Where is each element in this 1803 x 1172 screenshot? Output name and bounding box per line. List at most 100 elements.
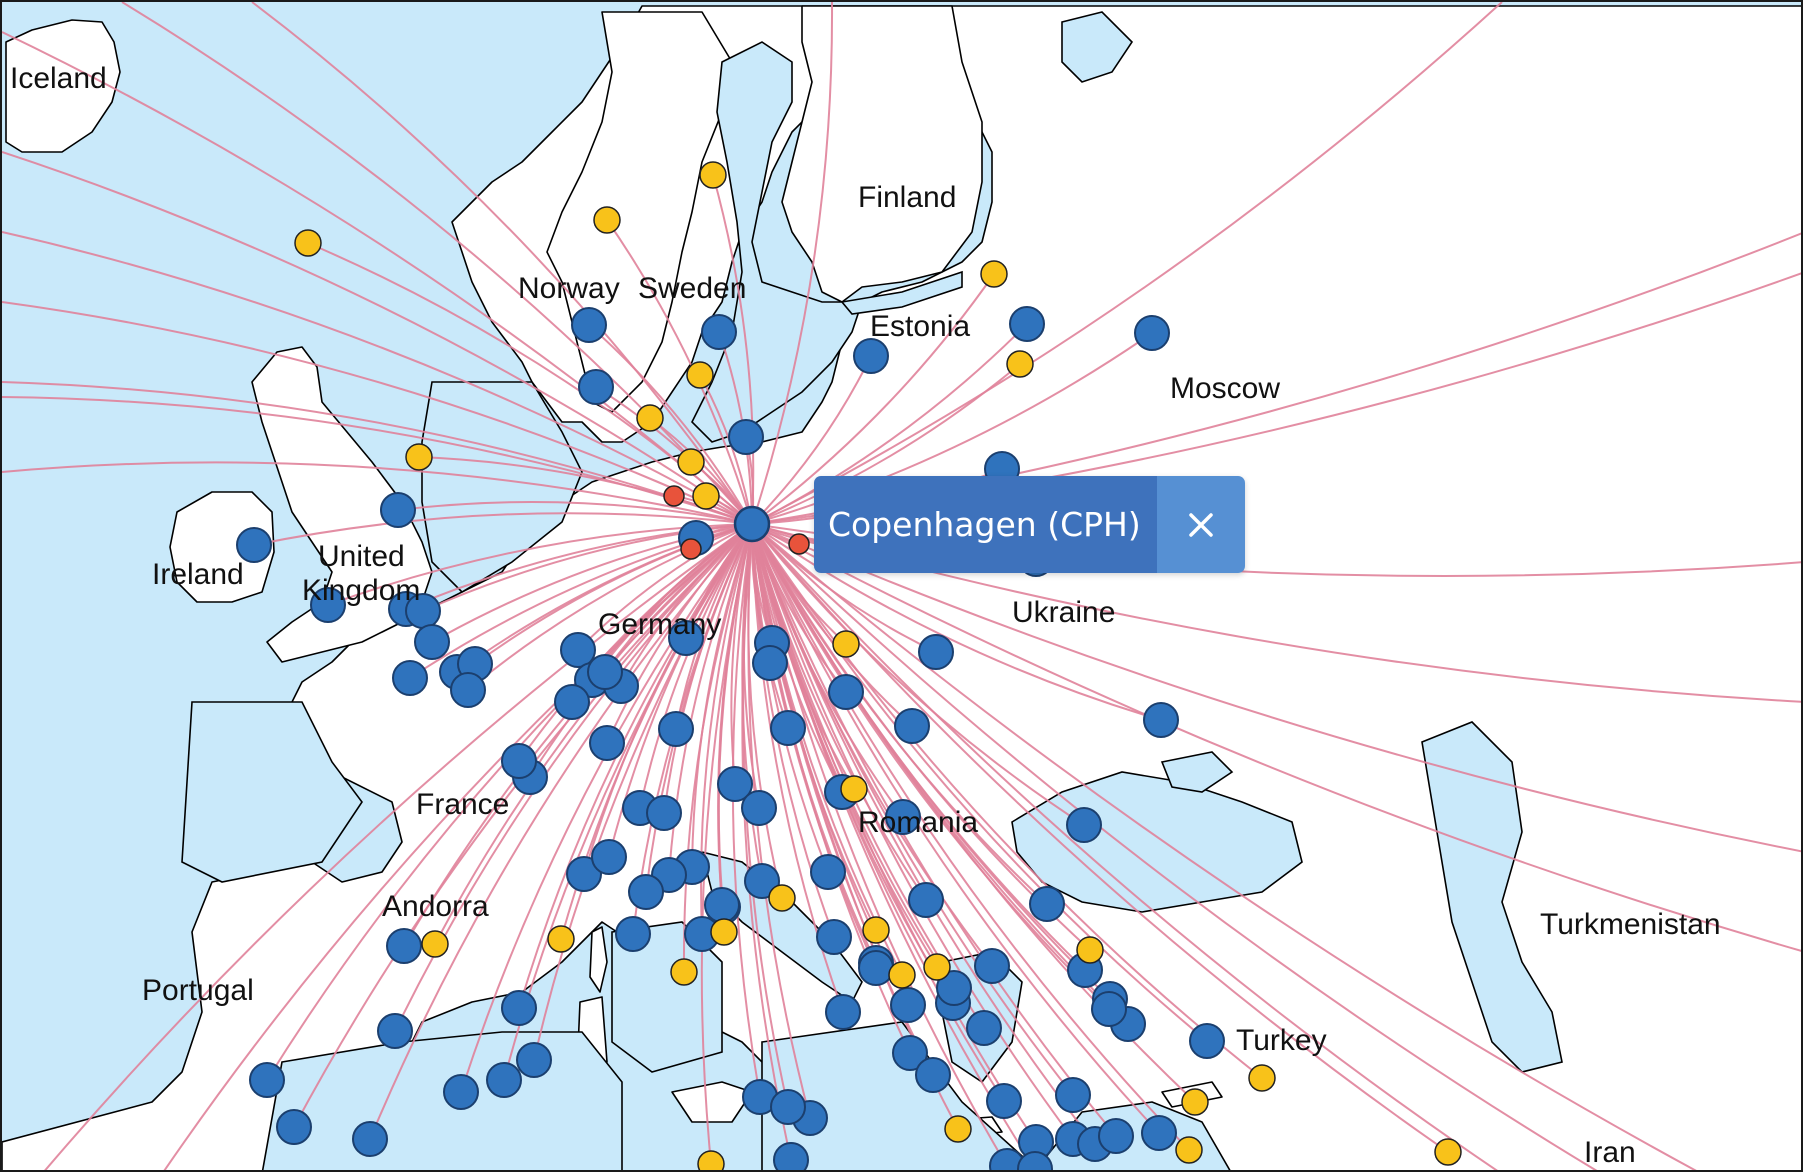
popup-close-button[interactable] [1156,476,1245,573]
destination-marker-blue-3[interactable] [578,369,614,405]
destination-marker-yellow-9[interactable] [980,260,1008,288]
destination-marker-yellow-19[interactable] [421,930,449,958]
destination-marker-red-1[interactable] [663,485,685,507]
destination-marker-blue-57[interactable] [615,916,651,952]
destination-marker-blue-42[interactable] [646,795,682,831]
destination-marker-blue-91[interactable] [1098,1118,1134,1154]
destination-marker-blue-53[interactable] [810,854,846,890]
destination-marker-blue-69[interactable] [936,970,972,1006]
destination-marker-blue-58[interactable] [704,887,740,923]
destination-marker-blue-71[interactable] [825,994,861,1030]
destination-marker-blue-68[interactable] [890,987,926,1023]
destination-marker-blue-73[interactable] [915,1057,951,1093]
destination-marker-yellow-20[interactable] [547,925,575,953]
destination-marker-blue-50[interactable] [628,874,664,910]
destination-marker-blue-13[interactable] [414,624,450,660]
destination-marker-blue-76[interactable] [501,990,537,1026]
destination-marker-blue-25[interactable] [918,634,954,670]
destination-marker-blue-36[interactable] [589,725,625,761]
destination-marker-blue-62[interactable] [974,948,1010,984]
destination-marker-blue-70[interactable] [858,950,894,986]
destination-marker-blue-30[interactable] [894,708,930,744]
destination-marker-blue-5[interactable] [853,338,889,374]
destination-marker-blue-78[interactable] [516,1042,552,1078]
destination-marker-blue-92[interactable] [1141,1115,1177,1151]
destination-marker-blue-66[interactable] [1189,1023,1225,1059]
destination-marker-blue-77[interactable] [377,1013,413,1049]
destination-marker-blue-6[interactable] [1009,306,1045,342]
destination-marker-blue-1[interactable] [571,307,607,343]
destination-marker-blue-75[interactable] [1091,991,1127,1027]
destination-marker-blue-79[interactable] [486,1062,522,1098]
destination-marker-yellow-11[interactable] [832,630,860,658]
destination-marker-blue-95[interactable] [773,1142,809,1172]
destination-marker-blue-39[interactable] [717,766,753,802]
destination-marker-yellow-2[interactable] [593,206,621,234]
destination-marker-yellow-16[interactable] [923,953,951,981]
destination-marker-blue-47[interactable] [591,839,627,875]
destination-marker-yellow-25[interactable] [1434,1138,1462,1166]
destination-marker-blue-55[interactable] [1029,886,1065,922]
destination-marker-yellow-10[interactable] [1006,350,1034,378]
destination-marker-blue-87[interactable] [1055,1077,1091,1113]
destination-marker-yellow-4[interactable] [686,361,714,389]
destination-marker-blue-38[interactable] [752,645,788,681]
destination-marker-yellow-24[interactable] [1175,1136,1203,1164]
destination-marker-blue-81[interactable] [249,1062,285,1098]
destination-marker-yellow-14[interactable] [710,918,738,946]
destination-marker-yellow-8[interactable] [405,443,433,471]
destination-marker-yellow-15[interactable] [862,916,890,944]
destination-marker-blue-33[interactable] [554,684,590,720]
destination-marker-blue-9[interactable] [236,527,272,563]
destination-marker-blue-2[interactable] [701,314,737,350]
destination-marker-blue-82[interactable] [276,1109,312,1145]
destination-marker-blue-94[interactable] [1017,1151,1053,1172]
destination-marker-blue-40[interactable] [741,790,777,826]
destination-marker-yellow-7[interactable] [692,482,720,510]
destination-marker-blue-83[interactable] [352,1121,388,1157]
destination-marker-blue-31[interactable] [770,710,806,746]
destination-marker-blue-60[interactable] [816,919,852,955]
destination-marker-yellow-13[interactable] [768,884,796,912]
destination-marker-yellow-18[interactable] [1076,936,1104,964]
destination-marker-blue-74[interactable] [966,1010,1002,1046]
destination-marker-blue-45[interactable] [1066,807,1102,843]
destination-marker-yellow-23[interactable] [1181,1088,1209,1116]
destination-marker-blue-4[interactable] [728,419,764,455]
destination-marker-blue-54[interactable] [908,882,944,918]
destination-marker-blue-80[interactable] [443,1074,479,1110]
destination-marker-blue-7[interactable] [1134,315,1170,351]
destination-marker-blue-35[interactable] [501,743,537,779]
destination-marker-yellow-21[interactable] [670,958,698,986]
destination-marker-blue-18[interactable] [560,632,596,668]
destination-marker-red-3[interactable] [788,533,810,555]
destination-marker-yellow-1[interactable] [699,161,727,189]
destination-marker-blue-22[interactable] [668,620,704,656]
destination-marker-blue-96[interactable] [770,1089,806,1125]
destination-marker-blue-10[interactable] [310,587,346,623]
destination-marker-yellow-26[interactable] [944,1115,972,1143]
destination-marker-blue-17[interactable] [450,672,486,708]
destination-marker-yellow-12[interactable] [840,775,868,803]
destination-marker-blue-32[interactable] [587,654,623,690]
destination-marker-blue-46[interactable] [566,856,602,892]
destination-marker-blue-14[interactable] [392,660,428,696]
destination-marker-blue-37[interactable] [658,711,694,747]
destination-marker-yellow-27[interactable] [697,1150,725,1172]
destination-marker-blue-8[interactable] [380,492,416,528]
destination-marker-blue-29[interactable] [1143,702,1179,738]
destination-marker-blue-24[interactable] [828,674,864,710]
destination-marker-blue-52[interactable] [744,863,780,899]
destination-marker-blue-72[interactable] [892,1035,928,1071]
destination-marker-yellow-22[interactable] [1248,1064,1276,1092]
destination-marker-blue-56[interactable] [386,928,422,964]
destination-marker-red-2[interactable] [680,538,702,560]
hub-marker-copenhagen[interactable] [733,505,771,543]
destination-marker-blue-86[interactable] [986,1083,1022,1119]
destination-marker-yellow-17[interactable] [888,961,916,989]
destination-marker-yellow-5[interactable] [636,404,664,432]
destination-marker-yellow-3[interactable] [294,229,322,257]
destination-marker-blue-44[interactable] [885,799,921,835]
